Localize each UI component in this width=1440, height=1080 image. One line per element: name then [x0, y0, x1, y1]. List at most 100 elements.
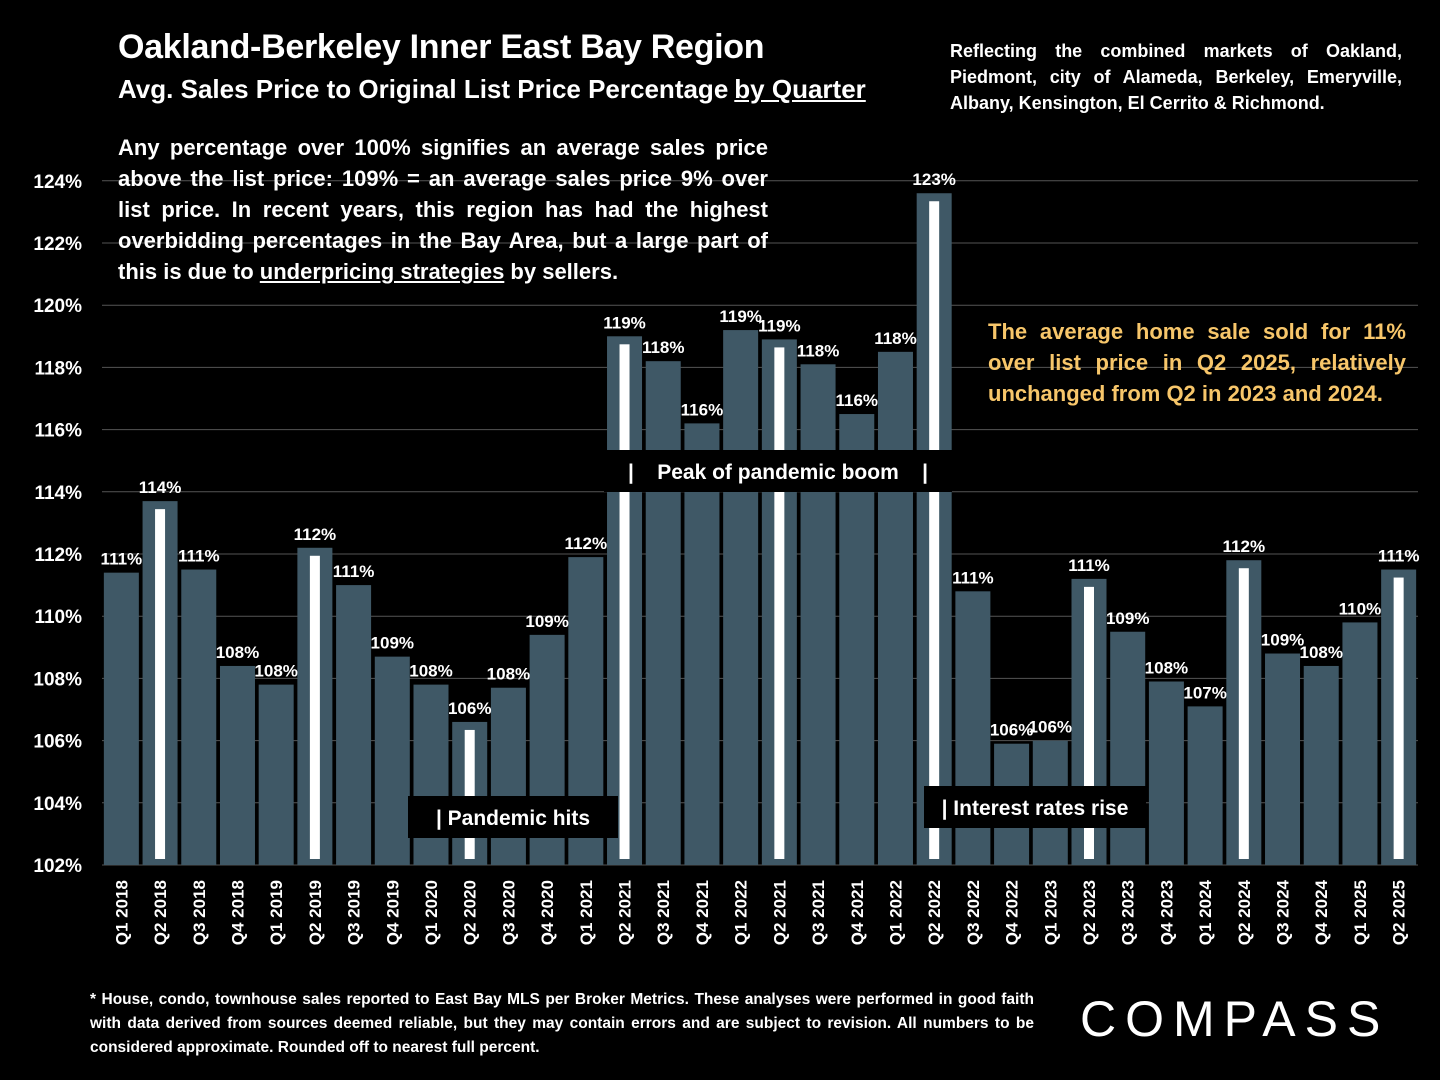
chart-subtitle: Avg. Sales Price to Original List Price … [118, 74, 866, 105]
q2-highlight-stripe [155, 509, 166, 859]
x-tick-label: Q1 2023 [1041, 880, 1060, 945]
x-tick-label: Q2 2018 [151, 880, 170, 945]
underpricing-link-text: underpricing strategies [259, 259, 505, 284]
explanation-end: by sellers. [504, 259, 619, 284]
chart-title: Oakland-Berkeley Inner East Bay Region [118, 28, 765, 66]
x-tick-label: Q2 2025 [1390, 880, 1409, 945]
bar [374, 656, 410, 865]
annotation-box [604, 450, 952, 492]
data-labels: 111%114%111%108%108%112%111%109%108%106%… [101, 170, 1420, 739]
x-tick-label: Q2 2020 [461, 880, 480, 945]
q2-highlight-stripe [619, 344, 630, 859]
data-label: 111% [1068, 556, 1110, 575]
annotation-box [924, 786, 1146, 828]
x-tick-label: Q2 2019 [306, 880, 325, 945]
x-tick-label: Q4 2021 [693, 880, 712, 945]
bars [103, 193, 1417, 866]
x-tick-label: Q1 2025 [1351, 880, 1370, 945]
x-tick-label: Q4 2019 [383, 880, 402, 945]
x-tick-label: Q4 2018 [228, 880, 247, 945]
x-tick-label: Q3 2022 [964, 880, 983, 945]
data-label: 106% [1029, 718, 1072, 737]
data-label: 112% [1223, 537, 1266, 556]
y-tick-label: 104% [33, 794, 82, 815]
x-tick-label: Q1 2018 [112, 880, 131, 945]
x-tick-label: Q2 2022 [925, 880, 944, 945]
data-label: 119% [603, 313, 646, 332]
y-tick-label: 124% [33, 172, 82, 193]
data-label: 111% [333, 562, 375, 581]
data-label: 110% [1339, 599, 1382, 618]
annotation-text: | Interest rates rise [942, 797, 1129, 820]
data-label: 123% [912, 170, 955, 189]
y-tick-label: 110% [34, 607, 82, 628]
q2-highlight-stripe [309, 555, 320, 859]
x-tick-label: Q4 2022 [1003, 880, 1022, 945]
data-label: 106% [990, 721, 1033, 740]
data-label: 109% [525, 612, 568, 631]
bar [103, 572, 139, 865]
annotation-text: | Peak of pandemic boom | [628, 461, 928, 484]
data-label: 118% [797, 341, 840, 360]
q2-highlight-stripe [464, 729, 475, 859]
x-tick-label: Q3 2020 [499, 880, 518, 945]
bar [490, 687, 526, 865]
bar [258, 684, 294, 865]
bar [336, 585, 372, 865]
bar [1187, 706, 1223, 865]
y-tick-label: 118% [34, 358, 82, 379]
data-label: 108% [409, 662, 452, 681]
bar-chart: 102% 104% 106% 108% 110% 112% 114% 116% 118% 120%… [33, 170, 1420, 945]
y-tick-label: 108% [33, 669, 82, 690]
y-tick-label: 112% [34, 545, 82, 566]
x-tick-label: Q1 2024 [1196, 879, 1215, 945]
x-tick-label: Q1 2021 [577, 880, 596, 945]
annotation: | Interest rates rise [924, 786, 1146, 828]
data-label: 111% [178, 547, 220, 566]
bar [219, 665, 255, 865]
y-tick-label: 122% [33, 234, 82, 255]
data-label: 108% [216, 643, 259, 662]
y-tick-label: 102% [33, 856, 82, 877]
x-tick-label: Q2 2024 [1235, 879, 1254, 945]
y-tick-label: 114% [34, 483, 82, 504]
annotation: | Pandemic hits [408, 796, 618, 838]
x-tick-label: Q3 2023 [1119, 880, 1138, 945]
bar [645, 361, 681, 865]
q2-highlight-stripe [929, 201, 940, 860]
x-tick-label: Q4 2020 [538, 880, 557, 945]
q2-highlight-stripe [1084, 586, 1094, 859]
bar [877, 351, 913, 866]
annotation: | Peak of pandemic boom | [604, 450, 952, 492]
data-label: 112% [565, 534, 608, 553]
y-tick-label: 106% [33, 732, 82, 753]
x-tick-label: Q2 2021 [616, 880, 635, 945]
x-tick-label: Q3 2021 [809, 880, 828, 945]
data-label: 111% [1378, 547, 1420, 566]
bar [1303, 665, 1339, 865]
data-label: 118% [642, 338, 685, 357]
y-axis: 102% 104% 106% 108% 110% 112% 114% 116% 118% 120%… [33, 172, 82, 877]
data-label: 106% [448, 699, 491, 718]
data-label: 112% [294, 525, 337, 544]
data-label: 109% [371, 634, 414, 653]
x-tick-label: Q1 2022 [886, 880, 905, 945]
q2-highlight-stripe [1238, 568, 1249, 859]
data-label: 114% [139, 478, 182, 497]
data-label: 108% [1299, 643, 1342, 662]
data-label: 109% [1261, 631, 1304, 650]
y-tick-label: 120% [33, 296, 82, 317]
y-tick-label: 116% [34, 421, 82, 442]
footnote: * House, condo, townhouse sales reported… [90, 991, 1034, 1056]
data-label: 118% [874, 329, 917, 348]
bar [800, 364, 836, 865]
data-label: 108% [254, 662, 297, 681]
x-tick-label: Q4 2023 [1157, 880, 1176, 945]
annotations: | Pandemic hits | Peak of pandemic boom |… [408, 450, 1146, 838]
bar [1110, 631, 1146, 865]
bar [1148, 681, 1184, 865]
subtitle-by-quarter: by Quarter [734, 74, 866, 104]
data-label: 107% [1183, 683, 1226, 702]
x-tick-label: Q2 2021 [770, 880, 789, 945]
x-tick-label: Q4 2021 [848, 880, 867, 945]
